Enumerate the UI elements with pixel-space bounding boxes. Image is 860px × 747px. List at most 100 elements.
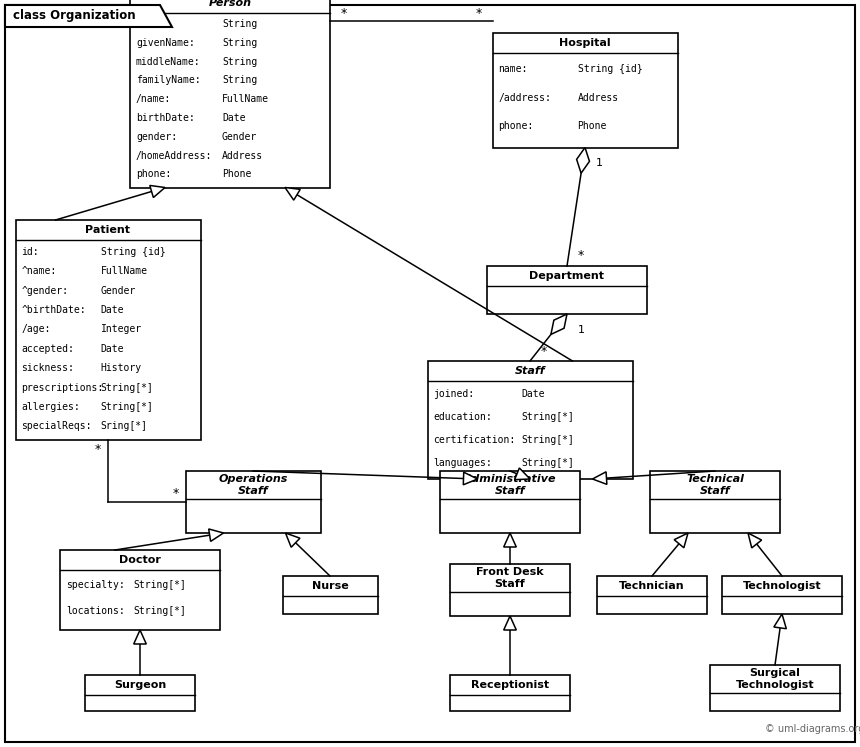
Text: Sring[*]: Sring[*] bbox=[101, 421, 148, 432]
Polygon shape bbox=[593, 472, 607, 484]
Text: specialty:: specialty: bbox=[66, 580, 125, 590]
Text: FullName: FullName bbox=[101, 266, 148, 276]
Text: Phone: Phone bbox=[578, 122, 607, 131]
Text: /name:: /name: bbox=[136, 94, 171, 104]
Text: Address: Address bbox=[578, 93, 618, 102]
Text: Staff: Staff bbox=[514, 366, 545, 376]
Polygon shape bbox=[464, 472, 477, 485]
Text: Department: Department bbox=[530, 271, 605, 281]
Text: History: History bbox=[101, 363, 142, 374]
Text: prescriptions:: prescriptions: bbox=[22, 382, 104, 393]
Polygon shape bbox=[674, 533, 688, 548]
Polygon shape bbox=[209, 529, 224, 542]
Text: Date: Date bbox=[101, 305, 124, 315]
Polygon shape bbox=[504, 533, 516, 547]
Polygon shape bbox=[133, 630, 146, 644]
Bar bbox=[487, 266, 647, 314]
Text: 1: 1 bbox=[578, 325, 585, 335]
Text: Technologist: Technologist bbox=[743, 581, 821, 591]
Bar bbox=[85, 675, 195, 711]
Text: ^gender:: ^gender: bbox=[22, 285, 69, 296]
Text: String: String bbox=[222, 75, 257, 85]
Polygon shape bbox=[774, 614, 786, 629]
Text: String {id}: String {id} bbox=[578, 64, 642, 74]
Text: Hospital: Hospital bbox=[559, 37, 611, 48]
Text: String[*]: String[*] bbox=[101, 402, 153, 412]
Bar bbox=[450, 675, 570, 711]
Bar bbox=[597, 576, 707, 614]
Bar bbox=[60, 550, 220, 630]
Text: String: String bbox=[222, 19, 257, 29]
Text: Integer: Integer bbox=[101, 324, 142, 335]
Text: String[*]: String[*] bbox=[522, 412, 574, 422]
Polygon shape bbox=[286, 533, 300, 548]
Bar bbox=[427, 361, 632, 479]
Text: String[*]: String[*] bbox=[133, 606, 187, 616]
Text: Date: Date bbox=[101, 344, 124, 354]
Text: String[*]: String[*] bbox=[522, 435, 574, 445]
Text: String[*]: String[*] bbox=[101, 382, 153, 393]
Bar bbox=[722, 576, 842, 614]
Text: Nurse: Nurse bbox=[311, 581, 348, 591]
Text: 1: 1 bbox=[595, 158, 603, 169]
Text: *: * bbox=[578, 249, 584, 262]
Text: locations:: locations: bbox=[66, 606, 125, 616]
Text: © uml-diagrams.org: © uml-diagrams.org bbox=[765, 724, 860, 734]
Text: ^birthDate:: ^birthDate: bbox=[22, 305, 86, 315]
Text: Person: Person bbox=[208, 0, 251, 7]
Polygon shape bbox=[551, 314, 567, 335]
Text: title:: title: bbox=[136, 19, 171, 29]
Bar bbox=[15, 220, 200, 440]
Bar bbox=[650, 471, 780, 533]
Text: Date: Date bbox=[222, 113, 245, 123]
Text: Phone: Phone bbox=[222, 170, 251, 179]
Text: Gender: Gender bbox=[222, 131, 257, 142]
Text: givenName:: givenName: bbox=[136, 38, 194, 48]
Text: Surgeon: Surgeon bbox=[114, 680, 166, 690]
Text: sickness:: sickness: bbox=[22, 363, 74, 374]
Text: String {id}: String {id} bbox=[101, 247, 165, 257]
Text: name:: name: bbox=[499, 64, 528, 74]
Text: Date: Date bbox=[522, 389, 545, 400]
Text: Surgical
Technologist: Surgical Technologist bbox=[735, 669, 814, 689]
Text: /address:: /address: bbox=[499, 93, 551, 102]
Polygon shape bbox=[5, 5, 172, 27]
Text: Receptionist: Receptionist bbox=[471, 680, 549, 690]
Text: gender:: gender: bbox=[136, 131, 177, 142]
Text: phone:: phone: bbox=[136, 170, 171, 179]
Text: *: * bbox=[172, 486, 179, 500]
Bar bbox=[130, 0, 330, 187]
Polygon shape bbox=[150, 185, 165, 197]
Text: joined:: joined: bbox=[433, 389, 475, 400]
Text: Operations
Staff: Operations Staff bbox=[218, 474, 288, 496]
Text: Front Desk
Staff: Front Desk Staff bbox=[476, 567, 544, 589]
Polygon shape bbox=[504, 616, 516, 630]
Text: FullName: FullName bbox=[222, 94, 269, 104]
Text: allergies:: allergies: bbox=[22, 402, 80, 412]
Bar bbox=[450, 564, 570, 616]
Text: String: String bbox=[222, 38, 257, 48]
Text: Technical
Staff: Technical Staff bbox=[686, 474, 744, 496]
Text: Technician: Technician bbox=[619, 581, 685, 591]
Text: String[*]: String[*] bbox=[522, 458, 574, 468]
Text: Patient: Patient bbox=[85, 225, 131, 235]
Text: birthDate:: birthDate: bbox=[136, 113, 194, 123]
Text: *: * bbox=[476, 7, 482, 20]
Text: class Organization: class Organization bbox=[13, 10, 136, 22]
Text: languages:: languages: bbox=[433, 458, 492, 468]
Bar bbox=[282, 576, 378, 614]
Text: education:: education: bbox=[433, 412, 492, 422]
Text: String: String bbox=[222, 57, 257, 66]
Text: *: * bbox=[341, 7, 347, 20]
Text: Address: Address bbox=[222, 151, 263, 161]
Text: familyName:: familyName: bbox=[136, 75, 200, 85]
Polygon shape bbox=[514, 468, 530, 480]
Text: String[*]: String[*] bbox=[133, 580, 187, 590]
Text: /homeAddress:: /homeAddress: bbox=[136, 151, 212, 161]
Polygon shape bbox=[576, 147, 589, 173]
Text: specialReqs:: specialReqs: bbox=[22, 421, 92, 432]
Text: accepted:: accepted: bbox=[22, 344, 74, 354]
Text: id:: id: bbox=[22, 247, 39, 257]
Text: /age:: /age: bbox=[22, 324, 51, 335]
Text: Doctor: Doctor bbox=[119, 555, 161, 565]
